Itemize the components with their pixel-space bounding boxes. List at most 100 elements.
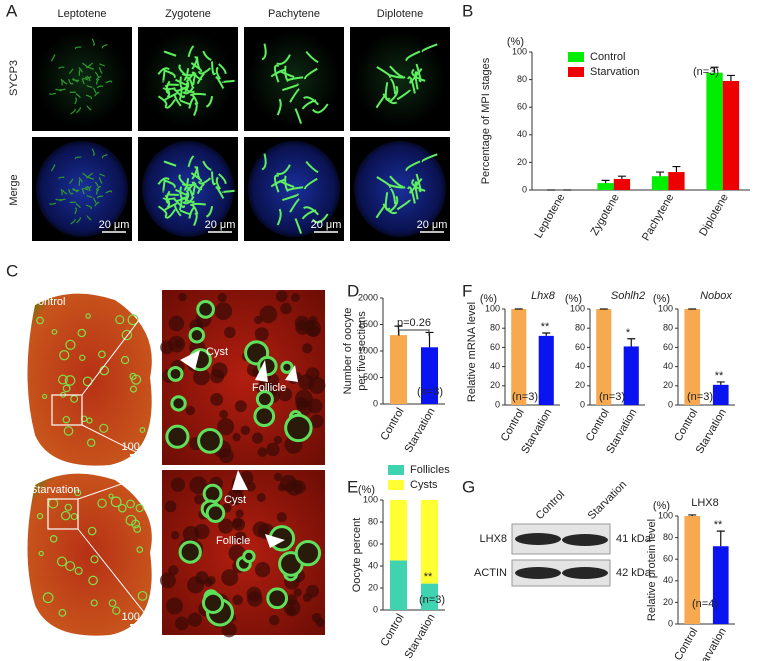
follicle — [284, 413, 313, 443]
chromosome — [389, 184, 406, 189]
error-bar — [716, 381, 725, 385]
chromosome — [276, 208, 282, 226]
cell — [240, 425, 251, 435]
y-tick-label: 100 — [658, 510, 673, 520]
chromosome — [173, 205, 182, 217]
chromosome — [157, 177, 170, 185]
chromosome — [164, 69, 176, 79]
chromosome — [192, 182, 197, 196]
oocyte — [70, 513, 78, 521]
chromosome — [85, 204, 93, 210]
oocyte — [98, 350, 106, 359]
chromosome — [196, 182, 205, 195]
chromosome — [85, 94, 93, 100]
ovary-section — [27, 473, 152, 636]
chromosome — [303, 177, 318, 190]
chromosome — [190, 203, 199, 215]
y-tick-label: 60 — [663, 554, 673, 564]
cell — [217, 292, 227, 303]
oocyte — [65, 339, 76, 350]
bar — [389, 560, 408, 610]
band-label: LHX8 — [479, 533, 507, 545]
cell — [224, 326, 236, 339]
y-tick-label: 40 — [517, 129, 527, 139]
cell — [187, 612, 203, 627]
cell — [170, 477, 186, 492]
chromosome — [55, 198, 62, 201]
nucleus — [354, 141, 446, 237]
chromosome — [105, 190, 113, 194]
oocyte — [110, 496, 122, 508]
chromosome — [72, 78, 79, 83]
chromosome — [389, 188, 397, 205]
chromosome — [389, 65, 404, 78]
oocyte — [131, 374, 142, 385]
chromosome — [396, 198, 412, 211]
arrowhead — [265, 534, 285, 548]
annotation: ** — [714, 519, 723, 531]
band — [515, 533, 561, 545]
y-axis-label: Relative protein level — [646, 519, 658, 621]
chromosome — [74, 156, 82, 160]
chromosome — [173, 197, 185, 209]
chromosome — [59, 88, 67, 92]
cell — [266, 442, 280, 457]
oocyte — [57, 374, 68, 385]
y-axis-label: per five sections — [356, 311, 368, 391]
chromosome — [105, 80, 113, 84]
oocyte — [62, 415, 71, 424]
cell — [254, 561, 271, 578]
bar — [511, 309, 527, 405]
y-axis-label: Percentage of MPI stages — [480, 57, 492, 184]
follicle — [188, 327, 206, 344]
panel-letter: D — [347, 281, 359, 300]
chromosome — [311, 103, 329, 114]
chromosome — [196, 72, 205, 85]
oocyte — [38, 550, 44, 557]
chromosome — [187, 155, 195, 168]
chromosome — [421, 153, 438, 163]
oocyte — [62, 384, 71, 393]
chromosome — [414, 71, 419, 90]
cell — [219, 409, 229, 419]
cell — [210, 392, 224, 406]
chromosome — [276, 164, 291, 175]
oocyte — [97, 498, 107, 509]
oocyte — [127, 314, 139, 326]
y-tick-label: 40 — [490, 361, 500, 371]
band-label: ACTIN — [474, 567, 507, 579]
error-bar — [627, 338, 636, 347]
chromosome — [205, 206, 214, 218]
y-tick-label: 60 — [368, 538, 378, 548]
chromosome — [389, 195, 399, 212]
bar — [389, 335, 408, 404]
oocyte — [126, 499, 135, 509]
chromosome — [94, 181, 99, 188]
cell — [292, 480, 306, 494]
error-bar — [656, 171, 665, 177]
scale-bar-label: 20 μm — [311, 219, 342, 231]
legend-swatch — [568, 52, 584, 62]
chromosome — [86, 215, 92, 221]
zoom-line — [77, 528, 163, 636]
legend-swatch — [388, 465, 404, 475]
chromosome — [58, 176, 65, 179]
chromosome — [74, 97, 77, 105]
legend-label: Starvation — [590, 66, 640, 78]
chromosome — [86, 75, 91, 82]
zoom-line — [77, 469, 163, 500]
cell — [273, 472, 283, 482]
error-bar — [726, 74, 735, 81]
chromosome — [60, 188, 63, 196]
y-unit: (%) — [565, 293, 582, 305]
chromosome — [185, 71, 196, 83]
y-axis-label: Number of oocyte — [342, 308, 354, 395]
chromosome — [91, 38, 95, 46]
arrowhead — [255, 360, 268, 382]
y-unit: (%) — [358, 484, 375, 496]
chromosome — [270, 68, 286, 78]
significance-bracket — [398, 329, 430, 336]
band — [562, 534, 608, 546]
chromosome — [183, 68, 190, 81]
oocyte — [115, 315, 125, 325]
